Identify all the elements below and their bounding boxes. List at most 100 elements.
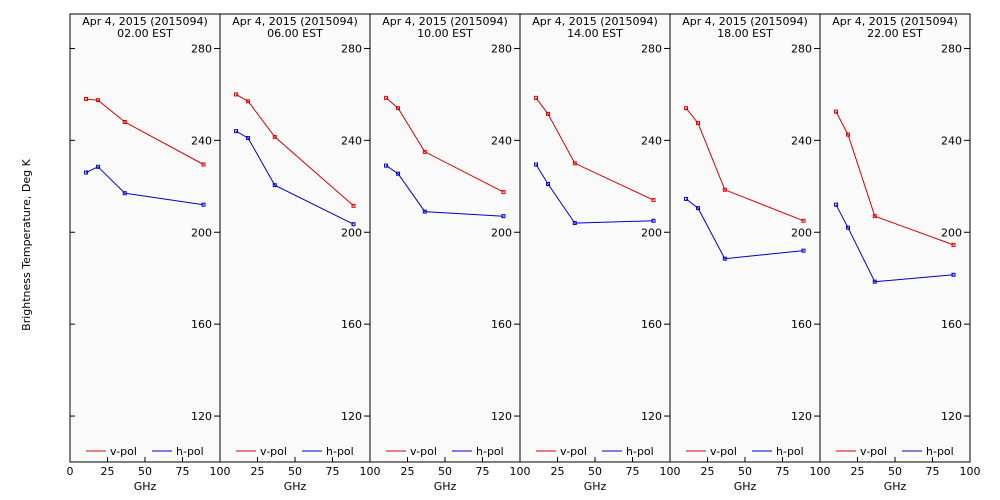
y-tick-label: 120 [641,410,662,423]
hpol-point [422,209,427,214]
legend-vpol-label: v-pol [560,445,587,458]
vpol-point [351,203,356,208]
x-tick-label: 50 [738,465,752,478]
x-tick-label: 25 [251,465,265,478]
y-tick-label: 240 [641,134,662,147]
hpol-point [572,221,577,226]
y-tick-label: 240 [341,134,362,147]
y-tick-label: 160 [641,318,662,331]
x-tick-label: 75 [776,465,790,478]
vpol-point [834,109,839,114]
y-tick-label: 160 [491,318,512,331]
hpol-line [85,166,204,206]
vpol-point [696,121,701,126]
vpol-point [846,132,851,137]
y-tick-label: 200 [341,226,362,239]
hpol-point [951,272,956,277]
panel-6: 120 160 200 240 280 25 50 75 100 Apr 4, 2015 (201… [819,13,981,493]
legend-hpol-label: h-pol [176,445,204,458]
x-tick-label: 100 [360,465,381,478]
vpol-point [572,161,577,166]
y-tick-label: 240 [491,134,512,147]
x-tick-label: 75 [176,465,190,478]
y-tick-label: 280 [641,42,662,55]
x-axis-label: GHz [134,480,157,493]
panel-2: 120 160 200 240 280 25 50 75 100 Apr 4, 2015 (201… [219,13,381,493]
y-tick-label: 280 [491,42,512,55]
y-tick-label: 160 [941,318,962,331]
hpol-point [651,218,656,223]
x-tick-label: 100 [510,465,531,478]
hpol-point [722,256,727,261]
x-tick-label: 100 [960,465,981,478]
x-tick-label: 75 [326,465,340,478]
hpol-line [235,130,354,225]
x-tick-label: 100 [810,465,831,478]
panel-title: Apr 4, 2015 (2015094) [382,15,508,28]
y-tick-label: 160 [341,318,362,331]
x-tick-label: 50 [888,465,902,478]
vpol-point [201,162,206,167]
vpol-point [396,106,401,111]
panel-title: Apr 4, 2015 (2015094) [682,15,808,28]
plot-frame [819,13,971,463]
x-tick-label: 100 [660,465,681,478]
panel-4: 120 160 200 240 280 25 50 75 100 Apr 4, 2015 (201… [519,13,681,493]
legend-hpol-label: h-pol [476,445,504,458]
plot-frame [519,13,671,463]
panel-subtitle: 02.00 EST [117,27,173,40]
vpol-point [684,106,689,111]
y-tick-label: 280 [941,42,962,55]
y-tick-label: 240 [191,134,212,147]
y-tick-label: 120 [491,410,512,423]
vpol-line [535,97,654,201]
vpol-point [501,190,506,195]
x-tick-label: 75 [626,465,640,478]
y-tick-label: 160 [791,318,812,331]
hpol-point [201,202,206,207]
panel-subtitle: 14.00 EST [567,27,623,40]
hpol-point [834,202,839,207]
y-tick-label: 240 [941,134,962,147]
hpol-point [122,191,127,196]
x-tick-label: 75 [926,465,940,478]
panel-subtitle: 06.00 EST [267,27,323,40]
legend-hpol-label: h-pol [626,445,654,458]
vpol-point [84,97,89,102]
y-tick-label: 240 [791,134,812,147]
vpol-point [246,99,251,104]
vpol-point [422,149,427,154]
vpol-point [951,242,956,247]
plot-frame [369,13,521,463]
plot-frame [219,13,371,463]
hpol-point [696,206,701,211]
panel-title: Apr 4, 2015 (2015094) [232,15,358,28]
vpol-point [384,95,389,100]
x-tick-label: 50 [138,465,152,478]
legend-vpol-label: v-pol [860,445,887,458]
y-tick-label: 200 [191,226,212,239]
plot-frame [669,13,821,463]
panel-1: 120 160 200 240 280 0 25 50 75 100 Apr 4, 2015 (20… [67,13,231,493]
hpol-point [501,214,506,219]
legend-vpol-label: v-pol [410,445,437,458]
hpol-line [385,165,504,217]
hpol-point [384,163,389,168]
x-tick-label: 25 [551,465,565,478]
x-axis-label: GHz [584,480,607,493]
vpol-line [385,97,504,193]
hpol-point [96,164,101,169]
y-tick-label: 120 [941,410,962,423]
vpol-line [835,111,954,246]
vpol-point [546,111,551,116]
hpol-line [835,204,954,283]
x-tick-label: 50 [438,465,452,478]
legend-vpol-label: v-pol [260,445,287,458]
x-tick-label: 100 [210,465,231,478]
x-tick-label: 50 [588,465,602,478]
vpol-point [234,92,239,97]
y-tick-label: 120 [791,410,812,423]
vpol-point [651,198,656,203]
legend-vpol-label: v-pol [110,445,137,458]
